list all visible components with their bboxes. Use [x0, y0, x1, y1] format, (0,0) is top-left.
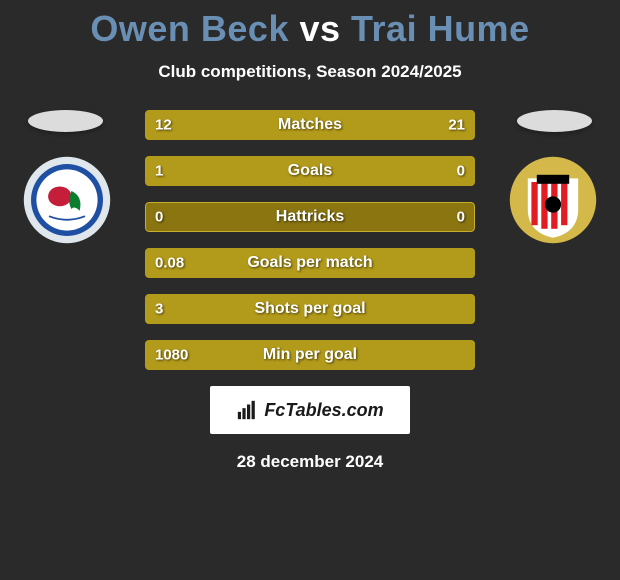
stat-value-left: 12 [155, 117, 172, 134]
fctables-logo-icon [236, 399, 258, 421]
stat-row: 0 Hattricks 0 [145, 202, 475, 232]
stat-value-right: 0 [457, 163, 465, 180]
stat-row: 1 Goals 0 [145, 156, 475, 186]
stat-row: 0.08 Goals per match [145, 248, 475, 278]
stat-value-left: 0 [155, 209, 163, 226]
branding-text: FcTables.com [264, 400, 383, 421]
stat-value-right: 0 [457, 209, 465, 226]
sunderland-crest-icon [508, 155, 598, 245]
stat-value-left: 0.08 [155, 255, 184, 272]
footer-date: 28 december 2024 [0, 452, 620, 472]
badge-shadow-right [517, 110, 592, 132]
branding-badge: FcTables.com [210, 386, 410, 434]
stat-label: Min per goal [263, 346, 357, 364]
page-title: Owen Beck vs Trai Hume [0, 0, 620, 50]
comparison-area: 12 Matches 21 1 Goals 0 0 Hattricks 0 0.08 Goals p… [0, 110, 620, 370]
player-left-name: Owen Beck [90, 8, 289, 49]
stat-label: Shots per goal [254, 300, 365, 318]
stat-value-left: 3 [155, 301, 163, 318]
stat-value-left: 1080 [155, 347, 188, 364]
blackburn-crest-icon [22, 155, 112, 245]
stat-label: Matches [278, 116, 342, 134]
stat-label: Goals [288, 162, 332, 180]
vs-separator: vs [289, 8, 351, 49]
stat-row: 1080 Min per goal [145, 340, 475, 370]
stat-row: 12 Matches 21 [145, 110, 475, 140]
stat-label: Hattricks [276, 208, 344, 226]
badge-shadow-left [28, 110, 103, 132]
stat-label: Goals per match [247, 254, 372, 272]
club-badge-left [22, 155, 112, 245]
stat-value-right: 21 [448, 117, 465, 134]
player-right-name: Trai Hume [351, 8, 530, 49]
club-badge-right [508, 155, 598, 245]
stat-row: 3 Shots per goal [145, 294, 475, 324]
stat-bar-right [435, 156, 475, 186]
subtitle: Club competitions, Season 2024/2025 [0, 62, 620, 82]
stat-rows: 12 Matches 21 1 Goals 0 0 Hattricks 0 0.08 Goals p… [145, 110, 475, 370]
stat-value-left: 1 [155, 163, 163, 180]
